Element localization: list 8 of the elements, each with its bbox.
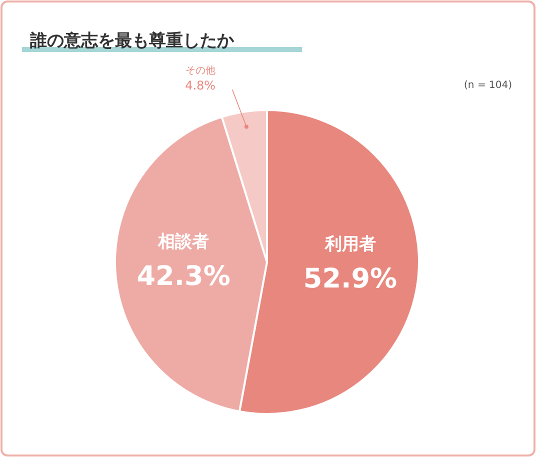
chart-title: 誰の意志を最も尊重したか: [29, 31, 235, 51]
slice-label: 相談者: [157, 232, 210, 252]
slice-label: 利用者: [324, 234, 376, 255]
slice-label: その他: [185, 64, 216, 77]
data-label: 42.3%: [136, 260, 230, 292]
data-label: 52.9%: [303, 264, 398, 295]
data-label: 4.8%: [185, 78, 216, 93]
text: (n = 104): [464, 80, 512, 91]
